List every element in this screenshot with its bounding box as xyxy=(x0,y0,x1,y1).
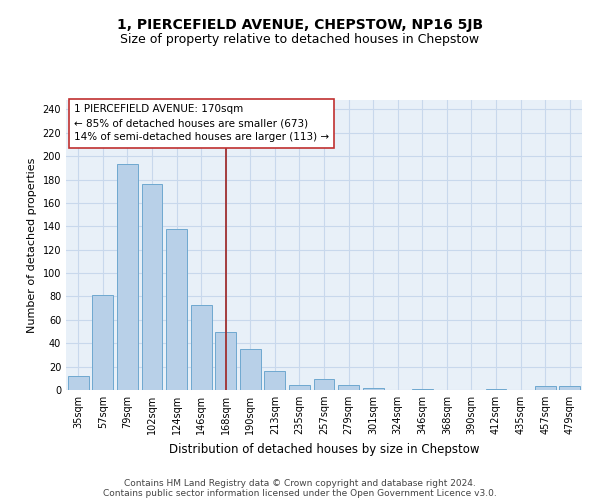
Bar xyxy=(240,349,261,390)
Bar xyxy=(265,372,286,390)
Bar xyxy=(485,389,506,390)
Bar xyxy=(142,184,163,390)
Bar xyxy=(92,296,113,390)
Bar xyxy=(338,386,359,390)
X-axis label: Distribution of detached houses by size in Chepstow: Distribution of detached houses by size … xyxy=(169,442,479,456)
Bar xyxy=(362,388,383,390)
Bar xyxy=(289,386,310,390)
Text: 1, PIERCEFIELD AVENUE, CHEPSTOW, NP16 5JB: 1, PIERCEFIELD AVENUE, CHEPSTOW, NP16 5J… xyxy=(117,18,483,32)
Text: Contains public sector information licensed under the Open Government Licence v3: Contains public sector information licen… xyxy=(103,488,497,498)
Bar xyxy=(412,389,433,390)
Bar xyxy=(68,376,89,390)
Bar xyxy=(559,386,580,390)
Bar xyxy=(117,164,138,390)
Bar xyxy=(314,380,334,390)
Bar xyxy=(535,386,556,390)
Text: Size of property relative to detached houses in Chepstow: Size of property relative to detached ho… xyxy=(121,32,479,46)
Bar xyxy=(215,332,236,390)
Bar xyxy=(166,228,187,390)
Y-axis label: Number of detached properties: Number of detached properties xyxy=(27,158,37,332)
Bar xyxy=(191,304,212,390)
Text: 1 PIERCEFIELD AVENUE: 170sqm
← 85% of detached houses are smaller (673)
14% of s: 1 PIERCEFIELD AVENUE: 170sqm ← 85% of de… xyxy=(74,104,329,142)
Text: Contains HM Land Registry data © Crown copyright and database right 2024.: Contains HM Land Registry data © Crown c… xyxy=(124,478,476,488)
